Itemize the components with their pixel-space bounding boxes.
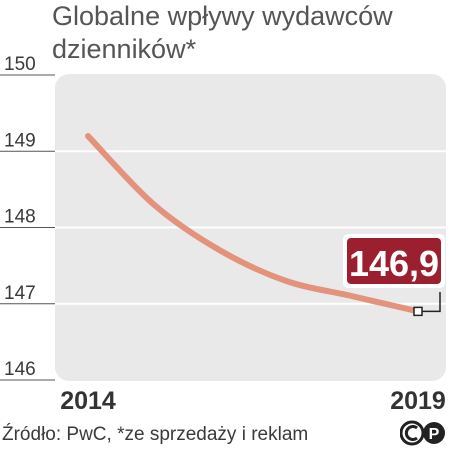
y-tick-label: 149 bbox=[4, 130, 36, 151]
cc-by-logo: P bbox=[400, 420, 445, 446]
y-axis: 146 147 148 149 150 bbox=[0, 54, 55, 381]
callout-box bbox=[347, 238, 441, 284]
y-tick-label: 146 bbox=[4, 359, 36, 380]
series-line bbox=[85, 133, 421, 315]
callout: 146,9 bbox=[343, 234, 445, 317]
y-tick-label: 150 bbox=[4, 54, 36, 75]
callout-leader bbox=[422, 292, 441, 313]
svg-text:P: P bbox=[429, 426, 440, 443]
y-tick-label: 147 bbox=[4, 283, 36, 304]
chart: 146 147 148 149 150 2014 2019 146,9 bbox=[0, 54, 446, 415]
x-tick-label: 2014 bbox=[60, 387, 116, 415]
source-note: Źródło: PwC, *ze sprzedaży i reklam bbox=[2, 424, 309, 445]
y-tick-label: 148 bbox=[4, 207, 36, 228]
callout-marker bbox=[413, 306, 423, 317]
callout-label: 146,9 bbox=[349, 243, 439, 284]
chart-title: Globalne wpływy wydawców dzienników* bbox=[52, 1, 393, 64]
x-axis: 2014 2019 bbox=[60, 387, 446, 415]
series bbox=[85, 133, 421, 315]
x-tick-label: 2019 bbox=[390, 387, 446, 415]
